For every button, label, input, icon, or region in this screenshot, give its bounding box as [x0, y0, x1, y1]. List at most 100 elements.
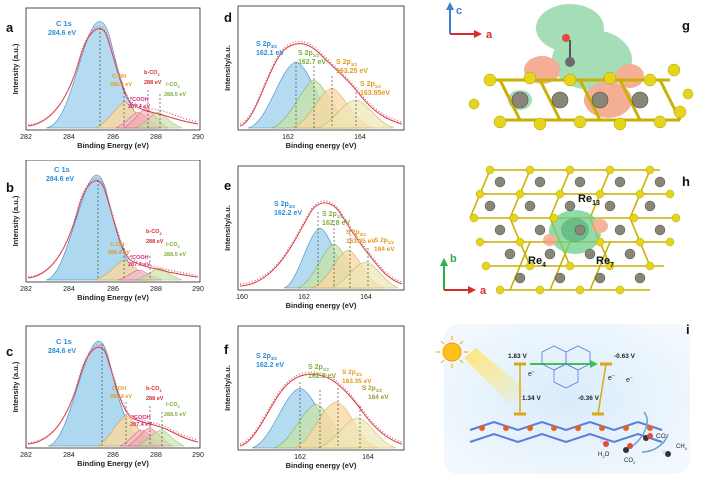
plot-frame — [237, 165, 405, 291]
cooh-label: *COOH — [132, 415, 151, 421]
x-tick: 164 — [360, 294, 372, 301]
data-points — [27, 26, 199, 126]
coh-ev: 286.4 eV — [110, 394, 132, 400]
bco2-label: b-CO2 — [146, 386, 162, 393]
panel-g: g c a — [430, 0, 705, 155]
y-axis-title: Intensity (a.u.) — [11, 195, 20, 246]
s2p-label: S 2p1/2 — [362, 385, 382, 393]
coh-ev: 286.4 eV — [108, 250, 130, 256]
c1s-peaks — [45, 21, 183, 129]
s2p-chart-e: S 2p3/2 162.2 eV S 2p1/2 162.8 eV S 2p3/… — [223, 165, 405, 310]
charge-density-top — [543, 210, 608, 254]
lco2-label: l-CO2 — [166, 82, 181, 89]
s2p-label: S 2p3/2 — [342, 369, 362, 377]
x-tick: 162 — [282, 134, 294, 141]
s2p-label: S 2p3/2 — [274, 201, 296, 209]
data-points — [27, 178, 199, 278]
vb-potential-2: -0.36 V — [578, 395, 600, 402]
s2p-ev: 162.8 eV — [322, 220, 350, 227]
x-tick: 288 — [150, 134, 162, 141]
lco2-label: l-CO2 — [166, 242, 181, 249]
peak-s2p12-b — [331, 261, 399, 289]
panel-label: e — [224, 178, 232, 193]
panel-label: d — [224, 10, 232, 25]
coh-label: C-OH — [112, 386, 126, 392]
s2p-ev: 163.85eV — [360, 90, 390, 97]
s2p-ev: 164 eV — [368, 394, 389, 401]
peak-main — [45, 21, 157, 129]
panel-h: h — [430, 160, 705, 310]
g-c3n4-sheet — [541, 345, 591, 389]
a-axis-label: a — [480, 285, 487, 297]
c1s-label: C 1s — [56, 337, 72, 346]
x-tick: 282 — [20, 452, 32, 459]
axis-indicator: c a — [446, 2, 493, 41]
plot-frame — [25, 159, 201, 283]
x-axis-title: Binding Energy (eV) — [77, 459, 149, 468]
c1s-label: C 1s — [54, 165, 70, 174]
ch4-label: CH4 — [676, 444, 688, 451]
coh-ev: 286.4 eV — [110, 82, 132, 88]
cooh-label: *COOH — [130, 255, 149, 261]
c1s-chart-a: C 1s 284.6 eV C-OH 286.4 eV *COOH 287.4 … — [11, 7, 204, 150]
s2p-ev: 162.8 eV — [308, 373, 336, 380]
panel-a: a C 1s 284.6 eV C-OH 286.4 eV *COOH 287.… — [0, 0, 215, 150]
x-tick: 282 — [20, 134, 32, 141]
c1s-label: C 1s — [56, 19, 72, 28]
x-tick: 282 — [20, 286, 32, 293]
re-atoms — [511, 91, 649, 109]
panel-d: d S 2p3/2 162.1 eV S 2p1/2 162.7 eV S 2p… — [214, 0, 414, 150]
y-axis-title: Intensity (a.u.) — [11, 43, 20, 94]
s2p-label: S 2p3/2 — [256, 41, 278, 49]
y-axis-title: Intensity/a.u. — [223, 45, 232, 91]
x-tick: 286 — [107, 452, 119, 459]
axis-indicator-h: b a — [440, 253, 487, 297]
co2-label: CO2 — [624, 458, 636, 465]
s2p-label: S 2p1/2 — [322, 211, 344, 219]
panel-f: f S 2p3/2 162.2 eV S 2p1/2 162.8 eV S 2p… — [214, 322, 414, 472]
cooh-ev: 287.4 eV — [128, 104, 150, 110]
charge-density-lobes — [508, 4, 644, 118]
data-points — [239, 371, 403, 445]
h2o-label: H2O — [598, 452, 610, 459]
peak-lco2 — [137, 429, 185, 447]
res2-chain — [469, 420, 663, 444]
s2p-ev: 162.1 eV — [256, 50, 284, 57]
x-tick: 286 — [107, 286, 119, 293]
x-tick: 286 — [107, 134, 119, 141]
s2p-chart-d: S 2p3/2 162.1 eV S 2p1/2 162.7 eV S 2p3/… — [223, 5, 405, 150]
x-tick: 288 — [150, 452, 162, 459]
s2p-label: S 2p3/2 — [256, 353, 278, 361]
s2p-ev: 162.2 eV — [274, 210, 302, 217]
structure-top-view: b a Re13 Re4 Re7 — [440, 165, 681, 297]
re7-label: Re7 — [596, 255, 614, 269]
s2p-label: S 2p1/2 — [308, 364, 330, 372]
s2p-ev: 163.35 eV — [342, 378, 372, 385]
c1s-chart-b: C 1s 284.6 eV C-OH 286.4 eV *COOH 287.4 … — [11, 159, 204, 302]
coh-label: C-OH — [112, 74, 126, 80]
lco2-ev: 288.5 eV — [164, 412, 186, 418]
x-tick: 288 — [150, 286, 162, 293]
panel-label: a — [6, 20, 14, 35]
c1s-ev: 284.6 eV — [48, 30, 76, 37]
x-axis-title: Binding energy (eV) — [286, 141, 357, 150]
panel-label: i — [686, 322, 690, 337]
bco2-ev: 288 eV — [146, 239, 164, 245]
c1s-chart-c: C 1s 284.6 eV C-OH 286.4 eV *COOH 287.4 … — [11, 325, 204, 468]
panel-label: b — [6, 180, 14, 195]
s2p-ev: 162.7 eV — [298, 59, 326, 66]
electron-label: e− — [608, 373, 615, 382]
x-axis-title: Binding energy (eV) — [286, 301, 357, 310]
plot-frame — [237, 5, 405, 131]
peak-main — [45, 174, 149, 281]
c1s-ev: 284.6 eV — [48, 348, 76, 355]
x-axis-title: Binding Energy (eV) — [77, 141, 149, 150]
panel-i: i — [430, 318, 705, 479]
a-axis-label: a — [486, 29, 493, 41]
s2p-label: S 2p1/2 — [360, 81, 382, 89]
lco2-ev: 288.5 eV — [164, 92, 186, 98]
envelope-line — [239, 43, 403, 127]
background-glow — [444, 324, 690, 474]
s2p-label: S 2p3/2 — [346, 229, 366, 237]
s2p-ev: 163.25 eV — [336, 68, 368, 75]
